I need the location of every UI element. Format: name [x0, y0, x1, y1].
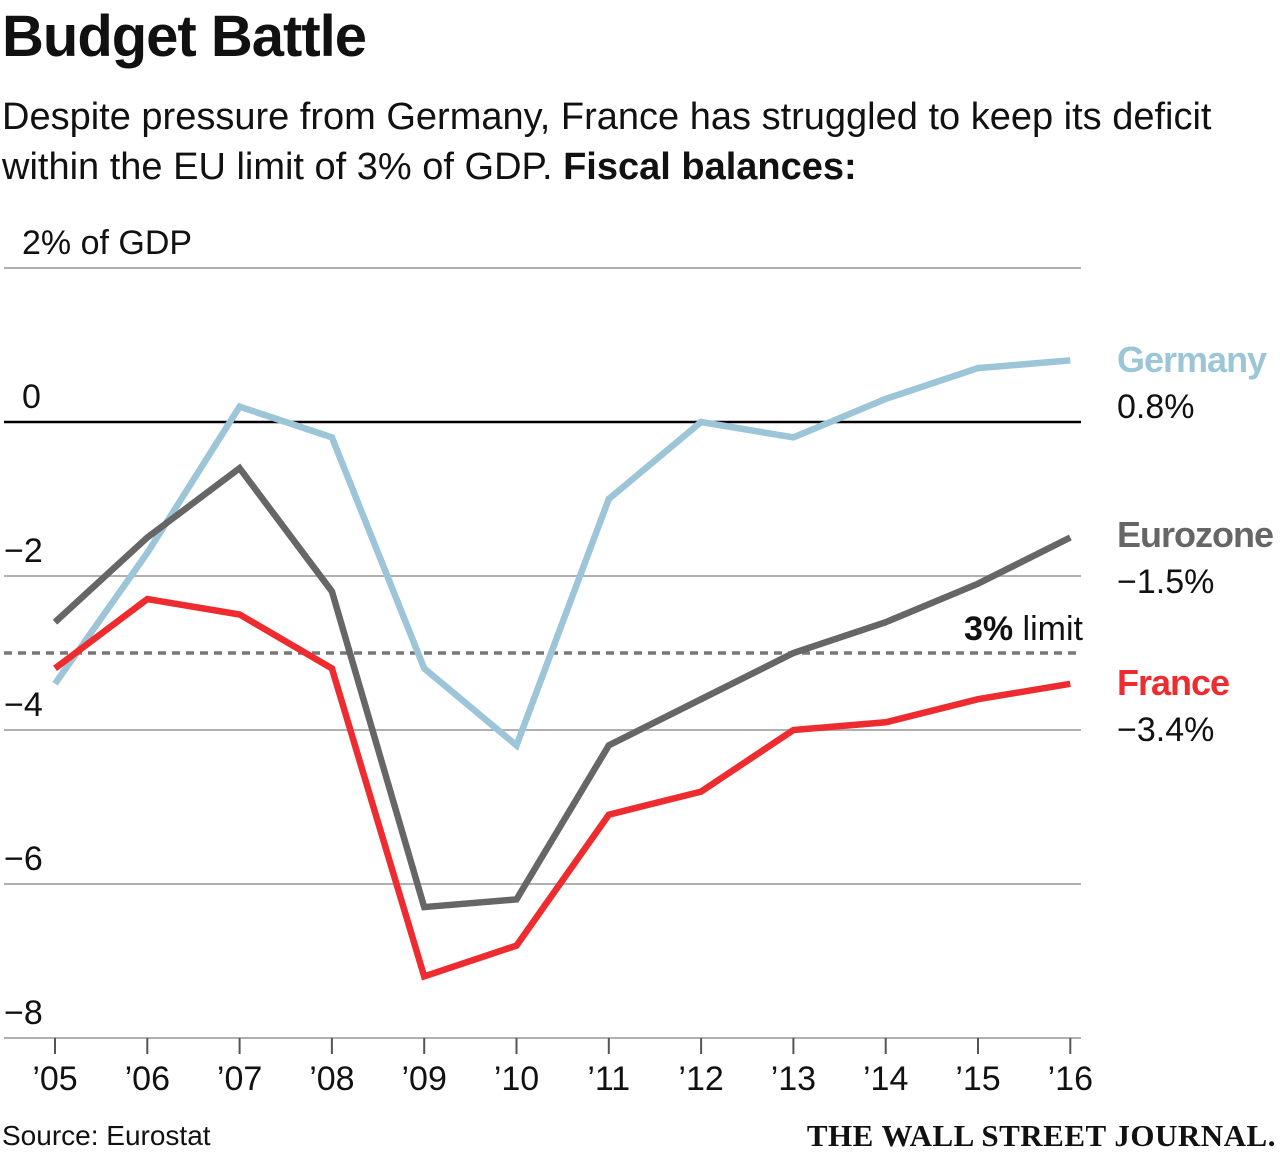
x-tick-label: ’15 — [955, 1060, 1000, 1098]
series-line-eurozone — [52, 463, 1072, 911]
series-lines — [52, 357, 1072, 981]
y-tick-label: −2 — [4, 532, 43, 570]
limit-label-bold: 3% — [964, 610, 1013, 648]
gridlines: 2% of GDP 0 −2 −4 −6 −8 — [4, 224, 1081, 1039]
chart-subtitle: Despite pressure from Germany, France ha… — [2, 92, 1262, 192]
series-name-eurozone: Eurozone — [1117, 514, 1273, 555]
x-tick-label: ’07 — [217, 1060, 262, 1098]
series-name-germany: Germany — [1117, 339, 1267, 380]
series-name-france: France — [1117, 662, 1229, 703]
y-tick-label: 2% of GDP — [22, 224, 192, 262]
y-tick-label: −6 — [4, 840, 43, 878]
series-line-france — [53, 595, 1071, 981]
limit-label-rest: limit — [1013, 610, 1083, 648]
limit-reference: 3% limit — [4, 610, 1084, 655]
chart-title: Budget Battle — [2, 4, 367, 69]
x-tick-label: ’09 — [402, 1060, 447, 1098]
series-labels: Germany 0.8% Eurozone −1.5% France −3.4% — [1117, 339, 1274, 749]
y-tick-label: −8 — [4, 994, 43, 1032]
x-axis: ’05 ’06 ’07 ’08 ’09 ’10 ’11 ’12 ’13 ’14 ’15 ’16 — [4, 1037, 1093, 1098]
series-line-germany — [52, 357, 1071, 751]
series-end-value-germany: 0.8% — [1117, 388, 1195, 426]
x-tick-label: ’12 — [678, 1060, 723, 1098]
source-note: Source: Eurostat — [2, 1120, 211, 1151]
y-tick-label: −4 — [4, 686, 43, 724]
x-tick-label: ’06 — [125, 1060, 170, 1098]
x-tick-label: ’10 — [494, 1060, 539, 1098]
x-tick-label: ’14 — [863, 1060, 908, 1098]
series-end-value-france: −3.4% — [1117, 711, 1214, 749]
x-tick-label: ’13 — [771, 1060, 816, 1098]
x-tick-label: ’08 — [309, 1060, 354, 1098]
limit-label: 3% limit — [964, 610, 1084, 648]
series-end-value-eurozone: −1.5% — [1117, 563, 1214, 601]
y-tick-label: 0 — [22, 378, 41, 416]
publisher-logo: THE WALL STREET JOURNAL. — [806, 1118, 1276, 1153]
x-tick-label: ’11 — [587, 1060, 630, 1098]
subtitle-text: Despite pressure from Germany, France ha… — [2, 96, 1212, 188]
x-tick-label: ’05 — [32, 1060, 77, 1098]
subtitle-bold-text: Fiscal balances: — [563, 146, 857, 188]
x-tick-label: ’16 — [1048, 1060, 1093, 1098]
